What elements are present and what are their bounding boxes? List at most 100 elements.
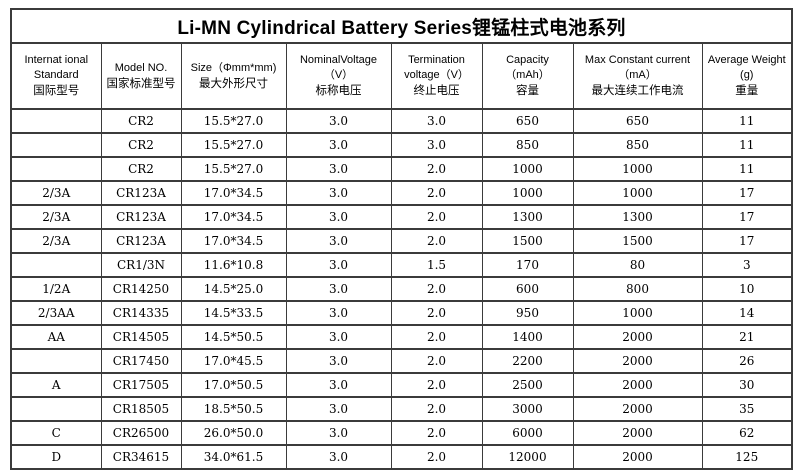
column-header-line: 重量 [735,83,759,98]
cell-capacity: 600 [481,276,574,302]
column-header-line: 国际型号 [33,83,80,98]
column-header-line: Size（Φmm*mm) [190,61,277,74]
cell-nominal-voltage: 3.0 [285,228,392,254]
cell-nominal-voltage: 3.0 [285,372,392,398]
cell-size: 15.5*27.0 [180,156,287,182]
cell-international-standard [10,108,102,134]
cell-capacity: 1300 [481,204,574,230]
cell-max-constant-current: 850 [572,132,703,158]
column-header-line: Capacity [506,54,549,67]
header-row: Internat ional Standard 国际型号 Model NO. 国家标准型… [10,42,793,110]
cell-max-constant-current: 2000 [572,324,703,350]
column-header-average-weight: Average Weight (g) 重量 [701,42,793,110]
cell-size: 17.0*34.5 [180,204,287,230]
cell-model-no: CR2 [100,156,182,182]
column-header-nominal-voltage: NominalVoltage （V） 标称电压 [285,42,392,110]
column-header-line: 终止电压 [413,83,460,98]
column-header-line: Termination [408,54,465,67]
cell-max-constant-current: 650 [572,108,703,134]
cell-capacity: 3000 [481,396,574,422]
cell-termination-voltage: 2.0 [390,180,483,206]
cell-capacity: 2500 [481,372,574,398]
cell-capacity: 170 [481,252,574,278]
cell-average-weight: 3 [701,252,793,278]
cell-size: 26.0*50.0 [180,420,287,446]
cell-model-no: CR1/3N [100,252,182,278]
page-title: Li-MN Cylindrical Battery Series锂锰柱式电池系列 [10,8,793,44]
table-row: CR2 15.5*27.0 3.0 3.0 850 850 11 [10,132,793,158]
column-header-line: （V） [323,69,354,82]
column-header-max-constant-current: Max Constant current （mA） 最大连续工作电流 [572,42,703,110]
cell-max-constant-current: 1300 [572,204,703,230]
table-row: 2/3A CR123A 17.0*34.5 3.0 2.0 1300 1300 17 [10,204,793,230]
cell-termination-voltage: 2.0 [390,276,483,302]
column-header-line: 容量 [516,83,539,98]
cell-model-no: CR123A [100,180,182,206]
column-header-line: Internat ional [24,54,89,67]
cell-max-constant-current: 800 [572,276,703,302]
cell-average-weight: 30 [701,372,793,398]
cell-international-standard: 2/3A [10,228,102,254]
cell-nominal-voltage: 3.0 [285,252,392,278]
cell-international-standard [10,156,102,182]
cell-size: 17.0*50.5 [180,372,287,398]
cell-model-no: CR123A [100,228,182,254]
cell-size: 15.5*27.0 [180,108,287,134]
table-row: C CR26500 26.0*50.0 3.0 2.0 6000 2000 62 [10,420,793,446]
cell-nominal-voltage: 3.0 [285,324,392,350]
column-header-line: 国家标准型号 [106,75,176,90]
table-row: 2/3AA CR14335 14.5*33.5 3.0 2.0 950 1000 14 [10,300,793,326]
cell-model-no: CR2 [100,132,182,158]
column-header-line: 标称电压 [315,83,362,98]
title-row: Li-MN Cylindrical Battery Series锂锰柱式电池系列 [10,8,793,44]
cell-international-standard [10,348,102,374]
cell-max-constant-current: 1000 [572,300,703,326]
cell-average-weight: 125 [701,444,793,470]
cell-nominal-voltage: 3.0 [285,300,392,326]
table-row: A CR17505 17.0*50.5 3.0 2.0 2500 2000 30 [10,372,793,398]
cell-international-standard [10,252,102,278]
table-row: D CR34615 34.0*61.5 3.0 2.0 12000 2000 125 [10,444,793,470]
cell-capacity: 6000 [481,420,574,446]
cell-termination-voltage: 2.0 [390,444,483,470]
cell-termination-voltage: 2.0 [390,228,483,254]
cell-average-weight: 10 [701,276,793,302]
column-header-line: （mA） [618,69,657,82]
cell-max-constant-current: 2000 [572,348,703,374]
column-header-line: (g) [740,69,754,82]
column-header-termination-voltage: Termination voltage（V） 终止电压 [390,42,483,110]
cell-international-standard: AA [10,324,102,350]
cell-nominal-voltage: 3.0 [285,444,392,470]
cell-termination-voltage: 3.0 [390,132,483,158]
cell-capacity: 1500 [481,228,574,254]
cell-max-constant-current: 2000 [572,396,703,422]
cell-capacity: 650 [481,108,574,134]
cell-nominal-voltage: 3.0 [285,156,392,182]
cell-termination-voltage: 2.0 [390,348,483,374]
cell-model-no: CR123A [100,204,182,230]
column-header-size: Size（Φmm*mm) 最大外形尺寸 [180,42,287,110]
column-header-model-no: Model NO. 国家标准型号 [100,42,182,110]
column-header-line: （mAh） [505,69,550,82]
table-row: CR1/3N 11.6*10.8 3.0 1.5 170 80 3 [10,252,793,278]
cell-capacity: 1000 [481,156,574,182]
cell-size: 34.0*61.5 [180,444,287,470]
cell-model-no: CR14505 [100,324,182,350]
cell-average-weight: 17 [701,180,793,206]
cell-average-weight: 26 [701,348,793,374]
cell-size: 17.0*45.5 [180,348,287,374]
cell-model-no: CR26500 [100,420,182,446]
cell-nominal-voltage: 3.0 [285,204,392,230]
cell-capacity: 12000 [481,444,574,470]
cell-max-constant-current: 1000 [572,156,703,182]
cell-international-standard: 2/3AA [10,300,102,326]
column-header-line: Average Weight [707,54,786,67]
cell-model-no: CR2 [100,108,182,134]
cell-termination-voltage: 2.0 [390,420,483,446]
cell-model-no: CR14335 [100,300,182,326]
cell-capacity: 2200 [481,348,574,374]
table-body: CR2 15.5*27.0 3.0 3.0 650 650 11 CR2 15.5*27.0 3.… [10,108,793,470]
cell-max-constant-current: 2000 [572,420,703,446]
cell-termination-voltage: 2.0 [390,396,483,422]
cell-international-standard [10,132,102,158]
